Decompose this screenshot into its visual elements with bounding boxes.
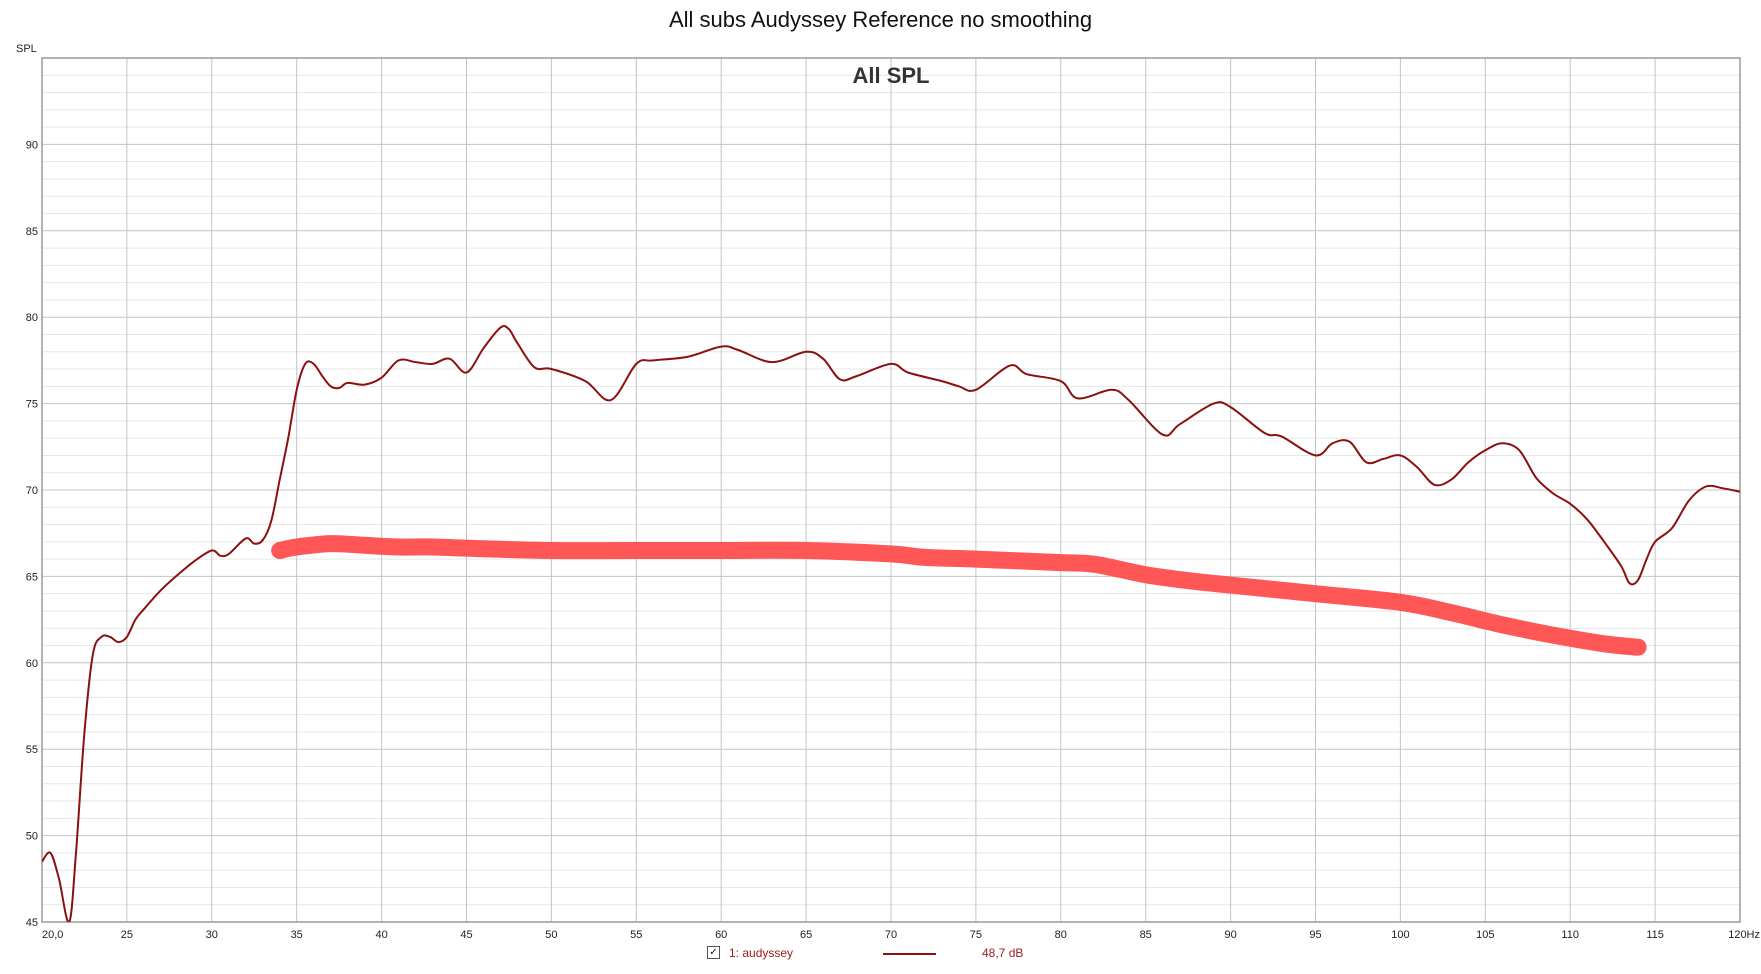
y-tick-label: 55 <box>26 744 38 756</box>
series-line-audyssey <box>42 325 1740 922</box>
x-tick-label: 70 <box>885 929 897 941</box>
series-checkbox[interactable]: ✓ <box>707 946 720 959</box>
legend-line-swatch <box>883 953 936 955</box>
x-tick-label: 85 <box>1140 929 1152 941</box>
x-tick-label: 30 <box>206 929 218 941</box>
x-tick-label: 120Hz <box>1728 929 1760 941</box>
y-tick-label: 80 <box>26 312 38 324</box>
y-tick-label: 75 <box>26 399 38 411</box>
legend-series-name[interactable]: 1: audyssey <box>729 946 794 960</box>
x-tick-label: 55 <box>630 929 642 941</box>
page-title: All subs Audyssey Reference no smoothing <box>668 7 1093 32</box>
y-tick-label: 45 <box>26 917 38 929</box>
x-tick-label: 100 <box>1391 929 1409 941</box>
x-tick-label: 105 <box>1476 929 1494 941</box>
y-tick-label: 50 <box>26 831 38 843</box>
x-tick-label: 50 <box>545 929 557 941</box>
x-tick-label: 75 <box>970 929 982 941</box>
x-tick-label: 80 <box>1055 929 1067 941</box>
y-axis-label: SPL <box>16 43 37 55</box>
legend-value: 48,7 dB <box>982 946 1024 960</box>
x-tick-label: 95 <box>1309 929 1321 941</box>
y-tick-label: 85 <box>26 226 38 238</box>
x-tick-label: 45 <box>460 929 472 941</box>
plot-frame <box>41 57 1741 923</box>
x-tick-label: 65 <box>800 929 812 941</box>
x-tick-label: 110 <box>1561 929 1579 941</box>
chart-title: All SPL <box>852 63 929 88</box>
y-tick-label: 70 <box>26 485 38 497</box>
legend: ✓ 1: audyssey 48,7 dB <box>0 944 1761 966</box>
y-tick-label: 65 <box>26 571 38 583</box>
x-tick-label: 40 <box>375 929 387 941</box>
x-tick-label: 115 <box>1646 929 1664 941</box>
x-tick-label: 20,0 <box>42 929 63 941</box>
y-tick-label: 90 <box>26 139 38 151</box>
x-tick-label: 60 <box>715 929 727 941</box>
x-tick-label: 35 <box>291 929 303 941</box>
x-tick-label: 25 <box>121 929 133 941</box>
annotation-stroke <box>271 535 1647 656</box>
y-tick-label: 60 <box>26 658 38 670</box>
x-tick-label: 90 <box>1224 929 1236 941</box>
